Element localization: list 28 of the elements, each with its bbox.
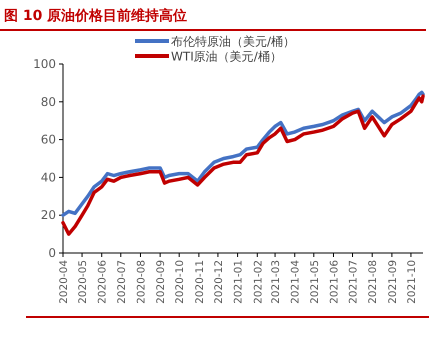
y-tick-label: 20 [40, 208, 56, 222]
x-tick-label: 2020-05 [77, 260, 90, 304]
y-tick-label: 40 [40, 170, 56, 184]
x-tick-label: 2021-09 [386, 260, 399, 304]
y-tick-label: 80 [40, 94, 56, 109]
x-tick-label: 2020-04 [58, 260, 70, 304]
x-tick-label: 2020-12 [212, 260, 225, 304]
y-tick-label: 60 [40, 132, 56, 147]
x-tick-label: 2021-05 [308, 260, 321, 304]
y-tick-label: 100 [33, 57, 56, 71]
x-tick-label: 2021-08 [367, 260, 380, 304]
chart-title: 图 10 原油价格目前维持高位 [4, 7, 188, 24]
x-tick-label: 2021-04 [290, 260, 302, 304]
x-tick-label: 2021-06 [328, 260, 340, 304]
y-tick-label: 0 [48, 246, 56, 260]
x-tick-label: 2020-09 [155, 260, 168, 304]
x-tick-label: 2020-08 [135, 260, 148, 304]
x-tick-label: 2020-11 [194, 260, 206, 304]
x-tick-label: 2021-03 [270, 260, 282, 304]
x-tick-label: 2021-10 [406, 260, 418, 304]
legend-label: WTI原油（美元/桶） [171, 50, 282, 64]
x-tick-label: 2021-02 [252, 260, 264, 304]
x-tick-label: 2020-06 [96, 260, 109, 304]
legend-label: 布伦特原油（美元/桶） [171, 34, 296, 48]
x-tick-label: 2020-07 [116, 260, 128, 304]
x-tick-label: 2020-10 [174, 260, 186, 304]
x-tick-label: 2021-07 [348, 260, 360, 304]
x-tick-label: 2021-01 [232, 260, 245, 304]
